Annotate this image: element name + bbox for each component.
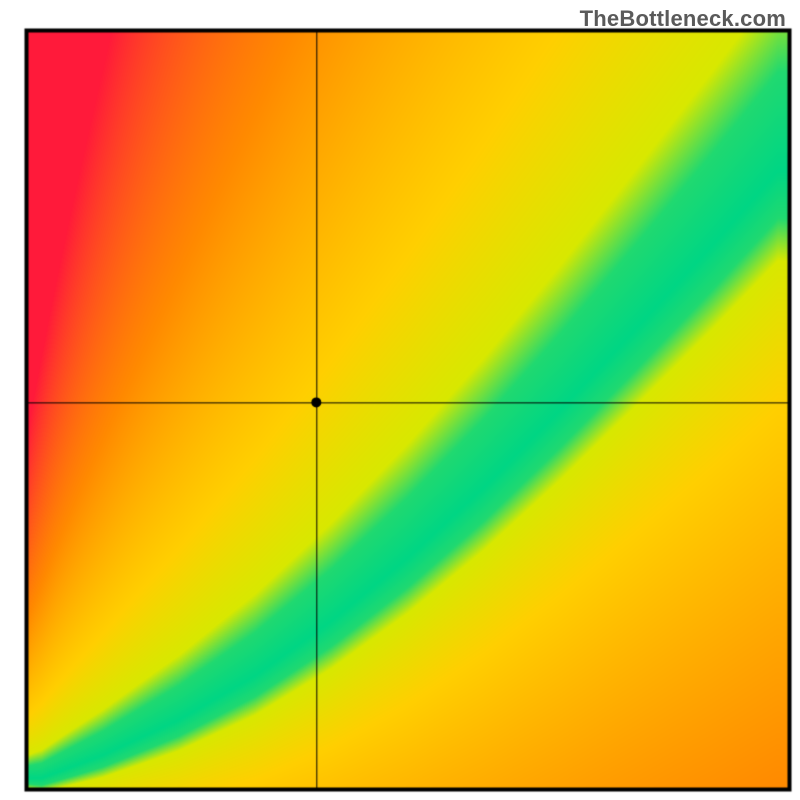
watermark-label: TheBottleneck.com xyxy=(580,6,786,32)
bottleneck-heatmap-canvas xyxy=(0,0,800,800)
chart-container: TheBottleneck.com xyxy=(0,0,800,800)
